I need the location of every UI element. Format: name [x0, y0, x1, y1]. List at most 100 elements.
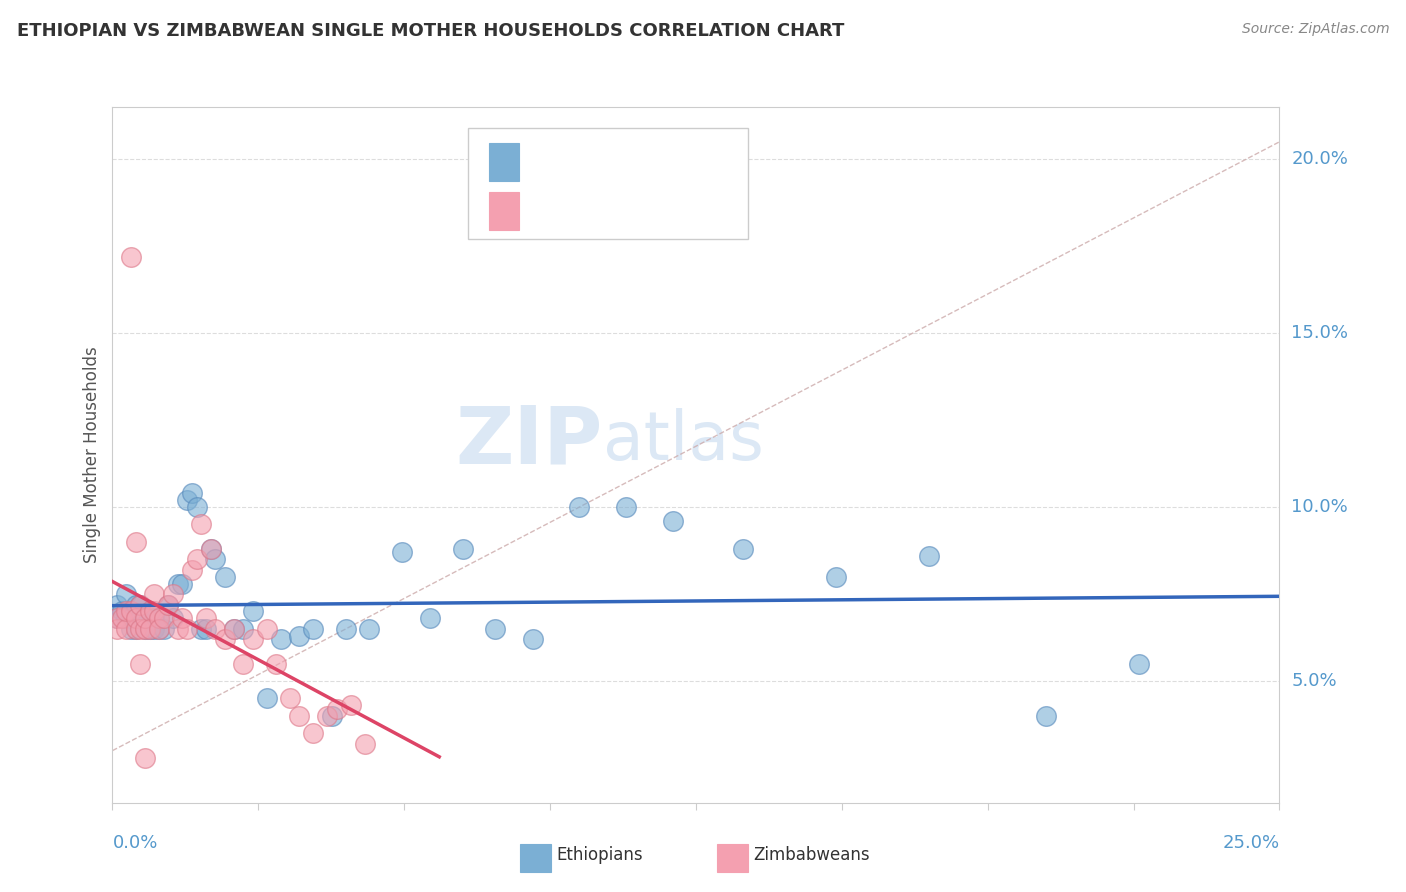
Point [316, 708, 339, 723]
Point [825, 569, 848, 583]
Point [172, 576, 194, 591]
Point [162, 611, 184, 625]
Point [139, 622, 162, 636]
Point [134, 622, 156, 636]
Point [288, 629, 311, 643]
Point [172, 611, 194, 625]
Point [731, 541, 754, 556]
Text: 5.0%: 5.0% [1291, 672, 1337, 690]
Point [125, 598, 148, 612]
Point [153, 622, 176, 636]
Point [157, 598, 180, 612]
Point [200, 541, 222, 556]
Point [120, 605, 142, 619]
Point [143, 587, 166, 601]
Point [148, 611, 170, 625]
Point [214, 569, 236, 583]
Text: Source: ZipAtlas.com: Source: ZipAtlas.com [1241, 22, 1389, 37]
Point [419, 611, 441, 625]
Point [302, 726, 325, 740]
Point [134, 750, 156, 764]
Point [288, 708, 311, 723]
Point [335, 622, 357, 636]
Text: 15.0%: 15.0% [1291, 324, 1348, 343]
Point [661, 514, 683, 528]
Point [222, 622, 245, 636]
Point [166, 622, 188, 636]
Point [278, 691, 301, 706]
Text: R = 0.264   N = 47: R = 0.264 N = 47 [533, 202, 703, 219]
Point [129, 598, 152, 612]
Point [105, 611, 128, 625]
Text: 10.0%: 10.0% [1291, 498, 1348, 516]
Point [157, 598, 180, 612]
Text: 25.0%: 25.0% [1222, 834, 1279, 852]
Point [105, 598, 128, 612]
Point [139, 605, 162, 619]
Point [129, 598, 152, 612]
Text: ZIP: ZIP [456, 402, 603, 480]
Point [162, 587, 184, 601]
Point [148, 611, 170, 625]
Point [115, 605, 138, 619]
Point [204, 552, 226, 566]
Point [339, 698, 361, 713]
Point [125, 611, 148, 625]
Point [111, 611, 134, 625]
Point [200, 541, 222, 556]
Point [143, 622, 166, 636]
Point [190, 622, 212, 636]
Point [614, 500, 637, 514]
Point [148, 622, 170, 636]
Point [120, 250, 142, 264]
Point [391, 545, 413, 559]
Point [134, 611, 156, 625]
Point [134, 611, 156, 625]
Point [522, 632, 544, 647]
Point [232, 622, 254, 636]
Point [180, 486, 202, 500]
Y-axis label: Single Mother Households: Single Mother Households [83, 347, 101, 563]
Point [186, 552, 208, 566]
Point [918, 549, 941, 563]
Point [111, 605, 134, 619]
Text: atlas: atlas [603, 408, 763, 474]
Point [115, 611, 138, 625]
Point [204, 622, 226, 636]
Point [242, 605, 264, 619]
Point [242, 632, 264, 647]
Point [105, 611, 128, 625]
Point [353, 737, 375, 751]
Point [222, 622, 245, 636]
Point [120, 611, 142, 625]
Point [214, 632, 236, 647]
Point [125, 622, 148, 636]
Point [256, 622, 278, 636]
Point [120, 622, 142, 636]
Bar [489, 192, 519, 230]
Point [1128, 657, 1150, 671]
Point [194, 611, 217, 625]
Point [105, 622, 128, 636]
Point [166, 576, 188, 591]
Point [190, 517, 212, 532]
Point [134, 622, 156, 636]
Point [451, 541, 474, 556]
Point [321, 708, 343, 723]
Text: R = -0.136   N = 55: R = -0.136 N = 55 [533, 153, 710, 171]
Point [568, 500, 591, 514]
Point [270, 632, 292, 647]
Text: 20.0%: 20.0% [1291, 150, 1348, 169]
Point [129, 657, 152, 671]
Point [125, 622, 148, 636]
Text: ETHIOPIAN VS ZIMBABWEAN SINGLE MOTHER HOUSEHOLDS CORRELATION CHART: ETHIOPIAN VS ZIMBABWEAN SINGLE MOTHER HO… [17, 22, 844, 40]
Point [115, 587, 138, 601]
Point [176, 493, 198, 508]
Point [115, 622, 138, 636]
Point [186, 500, 208, 514]
Point [143, 605, 166, 619]
Point [264, 657, 287, 671]
Text: 0.0%: 0.0% [112, 834, 157, 852]
Point [180, 563, 202, 577]
Point [129, 611, 152, 625]
